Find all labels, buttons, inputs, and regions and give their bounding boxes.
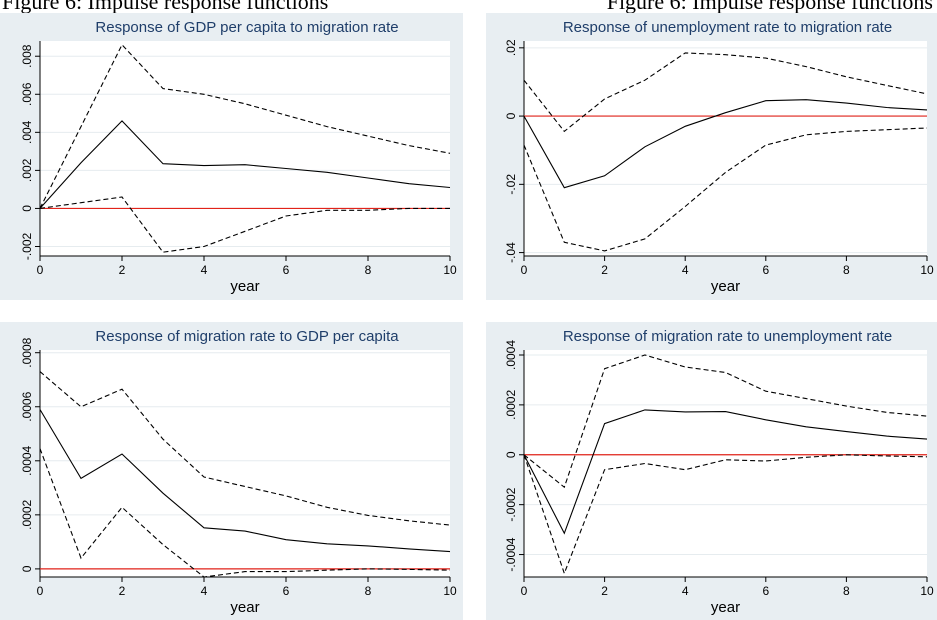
x-tick-label: 6 [762, 263, 769, 277]
x-tick-label: 6 [283, 584, 290, 598]
chart-panel-migration-to-unemployment: Response of migration rate to unemployme… [486, 322, 937, 620]
x-tick-label: 4 [682, 584, 689, 598]
confidence-band-line [39, 448, 451, 578]
x-axis-label: year [230, 278, 259, 295]
x-tick-label: 2 [119, 263, 126, 277]
chart-svg: Response of GDP per capita to migration … [20, 19, 457, 295]
chart-panel-unemployment-to-migration: Response of unemployment rate to migrati… [486, 13, 937, 300]
x-tick-label: 10 [920, 263, 934, 277]
chart-title: Response of GDP per capita to migration … [95, 19, 398, 36]
plot-area [40, 350, 450, 577]
y-tick-label: .0002 [20, 500, 34, 530]
chart-svg: Response of migration rate to GDP per ca… [20, 328, 457, 616]
x-tick-label: 2 [119, 584, 126, 598]
impulse-response-line [523, 409, 928, 535]
x-tick-label: 8 [843, 584, 850, 598]
x-tick-label: 8 [365, 263, 372, 277]
y-tick-label: 0 [504, 451, 518, 458]
confidence-band-line [523, 52, 928, 133]
confidence-band-line [523, 127, 928, 252]
x-tick-label: 8 [365, 584, 372, 598]
x-tick-label: 2 [601, 584, 608, 598]
x-tick-label: 6 [762, 584, 769, 598]
chart-title: Response of migration rate to GDP per ca… [95, 328, 399, 345]
x-tick-label: 10 [920, 584, 934, 598]
y-tick-label: -.04 [504, 242, 518, 263]
y-tick-label: 0 [20, 205, 34, 212]
impulse-response-line [39, 409, 451, 553]
x-tick-label: 0 [37, 263, 44, 277]
impulse-response-line [39, 120, 451, 209]
x-axis-label: year [711, 599, 740, 616]
x-tick-label: 2 [601, 263, 608, 277]
y-tick-label: 0 [504, 112, 518, 119]
y-tick-label: .0002 [504, 390, 518, 420]
confidence-band-line [523, 354, 928, 489]
y-tick-label: -.0004 [504, 537, 518, 571]
x-tick-label: 4 [201, 263, 208, 277]
confidence-band-line [39, 371, 451, 526]
chart-panel-migration-to-gdp: Response of migration rate to GDP per ca… [0, 322, 463, 620]
confidence-band-line [39, 196, 450, 253]
x-tick-label: 0 [521, 263, 528, 277]
y-tick-label: .0008 [20, 337, 34, 367]
y-tick-label: .006 [20, 82, 34, 106]
y-tick-label: .0004 [504, 340, 518, 370]
chart-svg: Response of migration rate to unemployme… [504, 328, 934, 616]
figure-caption-left: Figure 6: Impulse response functions [2, 0, 329, 14]
impulse-response-line [523, 99, 928, 189]
x-tick-label: 0 [37, 584, 44, 598]
y-tick-label: .008 [20, 44, 34, 68]
chart-panel-gdp-to-migration: Response of GDP per capita to migration … [0, 13, 463, 300]
x-tick-label: 4 [682, 263, 689, 277]
confidence-band-line [39, 43, 451, 209]
chart-title: Response of unemployment rate to migrati… [563, 19, 892, 36]
y-tick-label: -.02 [504, 174, 518, 195]
y-tick-label: 0 [20, 565, 34, 572]
chart-svg: Response of unemployment rate to migrati… [504, 19, 934, 295]
y-tick-label: -.002 [20, 232, 34, 260]
x-axis-label: year [711, 278, 740, 295]
chart-title: Response of migration rate to unemployme… [563, 328, 892, 345]
y-tick-label: .0006 [20, 391, 34, 421]
plot-area [40, 41, 450, 256]
x-axis-label: year [230, 599, 259, 616]
y-tick-label: -.0002 [504, 487, 518, 521]
x-tick-label: 0 [521, 584, 528, 598]
y-tick-label: .02 [504, 39, 518, 56]
y-tick-label: .0004 [20, 445, 34, 475]
plot-area [524, 350, 927, 577]
y-tick-label: .002 [20, 158, 34, 182]
plot-area [524, 41, 927, 256]
figure-caption-right: Figure 6: Impulse response functions [606, 0, 933, 14]
x-tick-label: 10 [443, 584, 457, 598]
x-tick-label: 4 [201, 584, 208, 598]
x-tick-label: 8 [843, 263, 850, 277]
x-tick-label: 6 [283, 263, 290, 277]
x-tick-label: 10 [443, 263, 457, 277]
y-tick-label: .004 [20, 120, 34, 144]
